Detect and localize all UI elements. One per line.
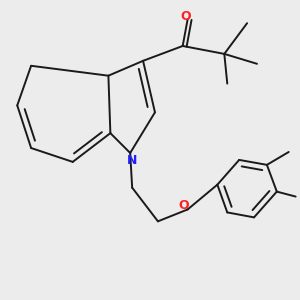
- Text: N: N: [127, 154, 137, 167]
- Text: O: O: [178, 199, 189, 212]
- Text: O: O: [180, 10, 191, 23]
